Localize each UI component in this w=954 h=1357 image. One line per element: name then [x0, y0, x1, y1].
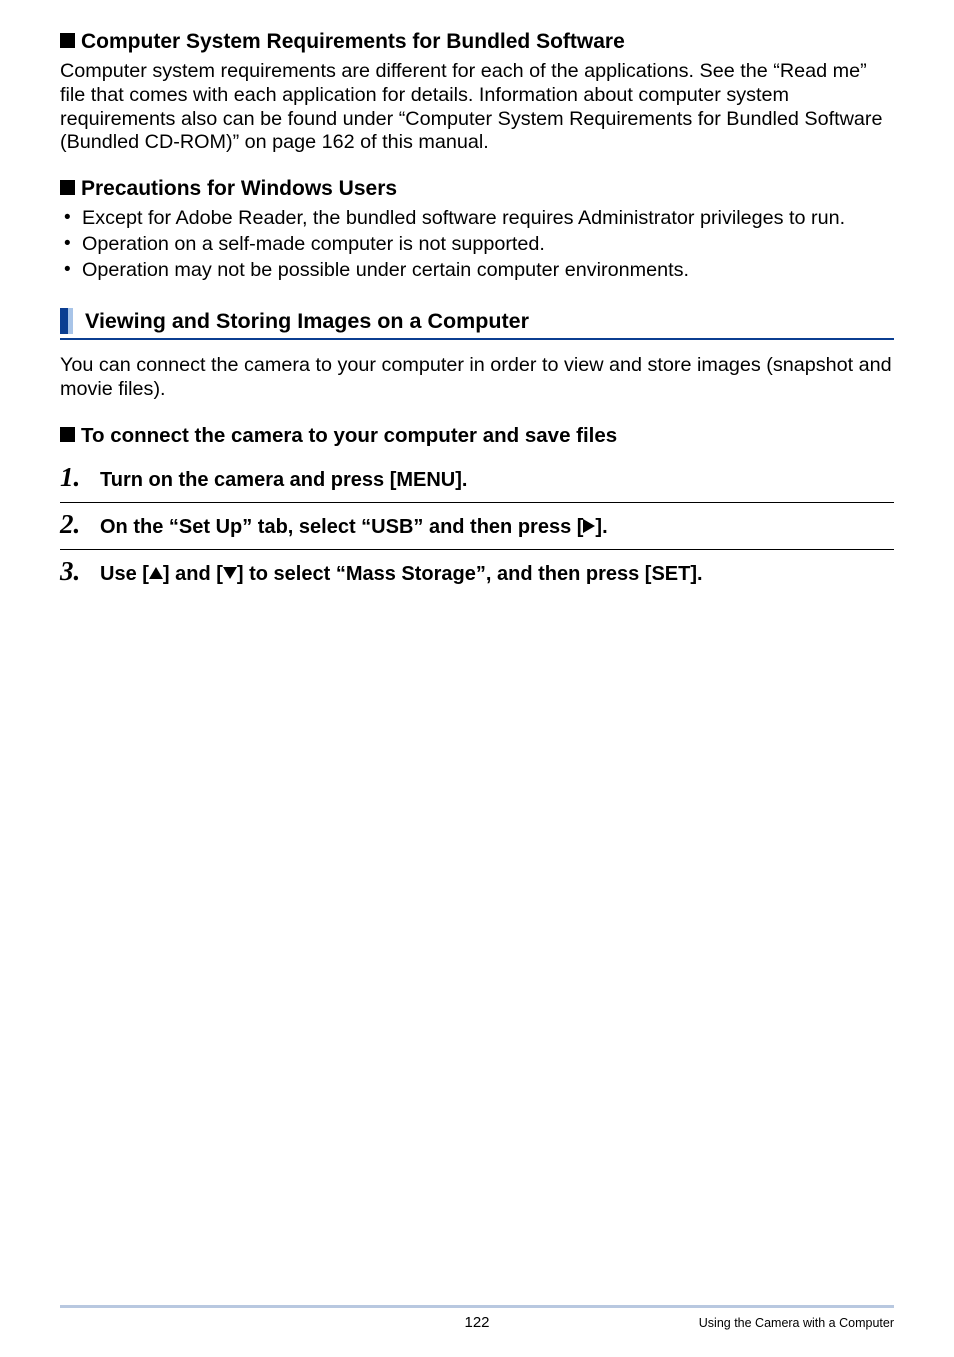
bar-accent-dark-icon	[60, 308, 68, 334]
step-text: Turn on the camera and press [MENU].	[100, 469, 467, 492]
step-text: On the “Set Up” tab, select “USB” and th…	[100, 516, 608, 539]
bar-accent-light-icon	[68, 308, 73, 334]
square-bullet-icon	[60, 33, 75, 48]
list-item: Operation may not be possible under cert…	[64, 259, 894, 283]
step-text-pre: Use [	[100, 563, 149, 585]
page-footer: 122 Using the Camera with a Computer	[60, 1305, 894, 1331]
section-bar-heading: Viewing and Storing Images on a Computer	[60, 308, 894, 334]
footer-divider	[60, 1305, 894, 1308]
step-separator	[60, 502, 894, 503]
bar-underline	[60, 338, 894, 340]
heading-text: Precautions for Windows Users	[81, 177, 397, 200]
step-2: 2. On the “Set Up” tab, select “USB” and…	[60, 511, 894, 539]
subheading-text: To connect the camera to your computer a…	[81, 424, 617, 447]
right-arrow-icon	[583, 519, 595, 533]
heading-bundled-software: Computer System Requirements for Bundled…	[60, 30, 894, 54]
list-item: Except for Adobe Reader, the bundled sof…	[64, 207, 894, 231]
step-text-mid2: ] to select “Mass Storage”, and then pre…	[237, 563, 703, 585]
footer-row: 122 Using the Camera with a Computer	[60, 1314, 894, 1331]
step-text-pre: On the “Set Up” tab, select “USB” and th…	[100, 516, 583, 538]
paragraph-viewing-storing: You can connect the camera to your compu…	[60, 354, 894, 402]
step-number: 2.	[60, 511, 90, 538]
list-item: Operation on a self-made computer is not…	[64, 233, 894, 257]
up-arrow-icon	[149, 567, 163, 579]
paragraph-bundled-software: Computer system requirements are differe…	[60, 60, 894, 155]
subheading-connect-camera: To connect the camera to your computer a…	[60, 424, 894, 448]
square-bullet-icon	[60, 427, 75, 442]
step-text-post: ].	[595, 516, 607, 538]
step-text: Use [ ] and [ ] to select “Mass Storage”, …	[100, 563, 703, 586]
step-3: 3. Use [ ] and [ ] to select “Mass Storage…	[60, 558, 894, 586]
precautions-list: Except for Adobe Reader, the bundled sof…	[64, 207, 894, 282]
down-arrow-icon	[223, 567, 237, 579]
step-number: 3.	[60, 558, 90, 585]
heading-text: Computer System Requirements for Bundled…	[81, 30, 625, 53]
step-text-mid1: ] and [	[163, 563, 223, 585]
heading-precautions: Precautions for Windows Users	[60, 177, 894, 201]
step-separator	[60, 549, 894, 550]
square-bullet-icon	[60, 180, 75, 195]
bar-heading-text: Viewing and Storing Images on a Computer	[85, 309, 529, 334]
footer-chapter-text: Using the Camera with a Computer	[616, 1316, 894, 1330]
step-1: 1. Turn on the camera and press [MENU].	[60, 464, 894, 492]
step-number: 1.	[60, 464, 90, 491]
page-number: 122	[338, 1314, 616, 1331]
